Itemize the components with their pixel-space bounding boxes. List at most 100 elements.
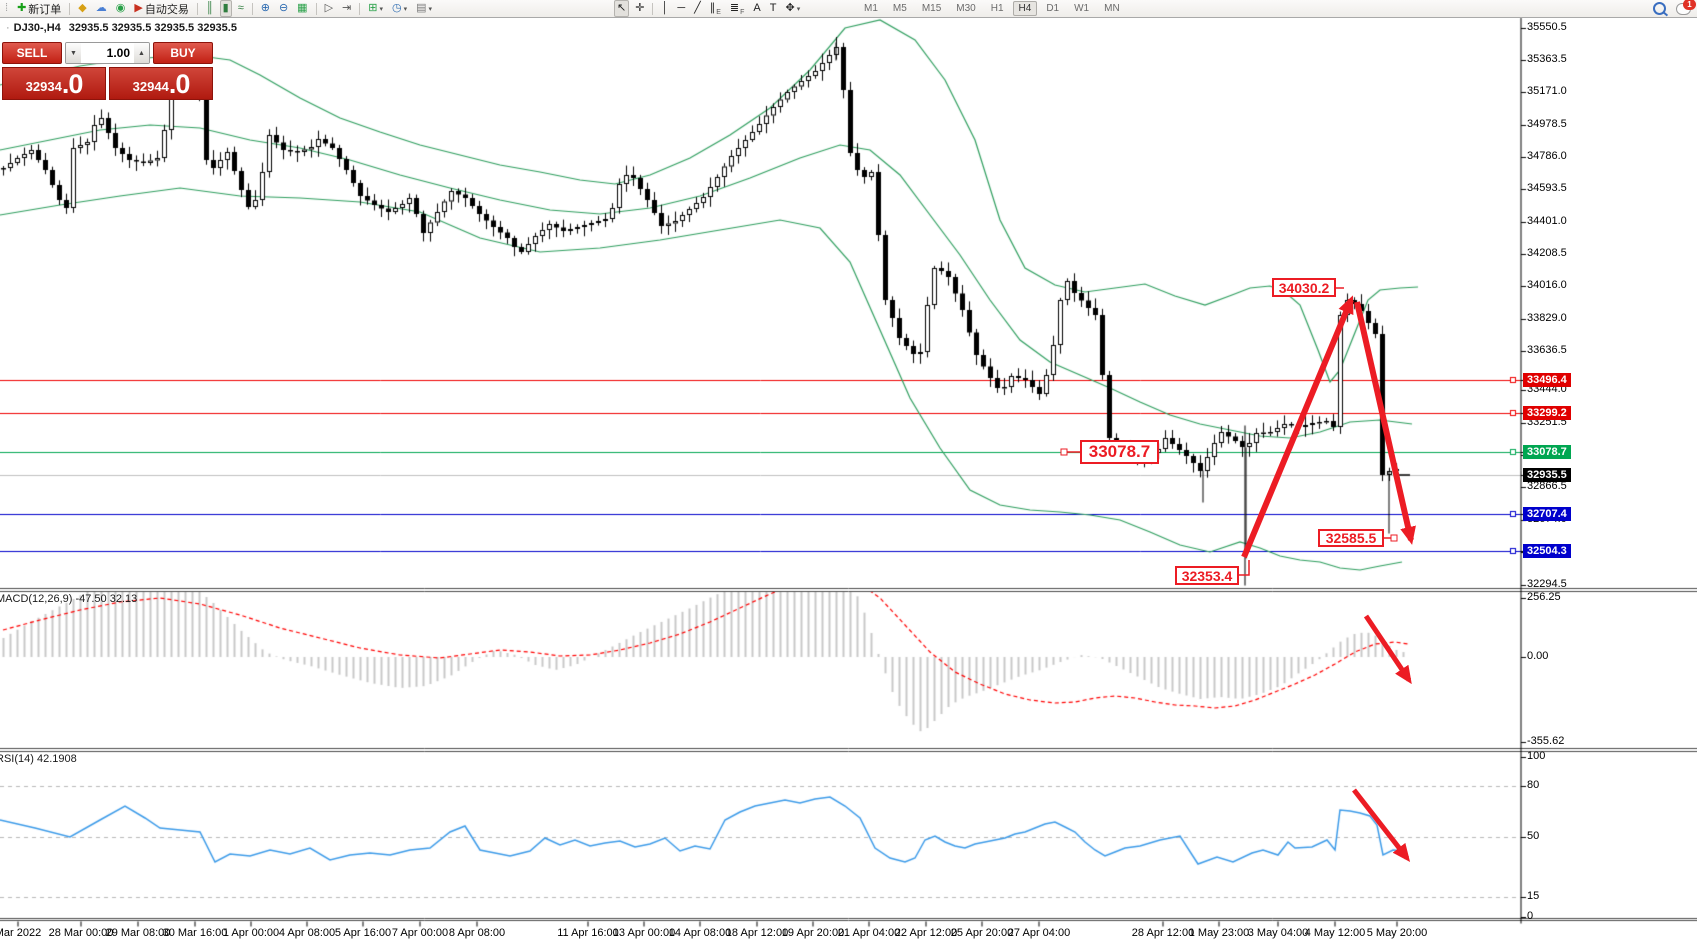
- autotrading-icon: ▶: [134, 2, 143, 14]
- price-annotation[interactable]: 32585.5: [1318, 529, 1384, 547]
- search-icon[interactable]: [1653, 2, 1666, 15]
- new-order-button[interactable]: ✚ 新订单: [14, 0, 64, 17]
- buy-price-pips: .0: [168, 69, 191, 99]
- price-tag: 32504.3: [1523, 544, 1571, 558]
- time-axis-label: 11 Apr 16:00: [557, 927, 619, 939]
- axis-tick: 34208.5: [1527, 247, 1567, 259]
- candlestick-chart-button[interactable]: ▮: [219, 0, 232, 17]
- time-axis-label: 13 Apr 00:00: [612, 927, 676, 939]
- timeframe-h4[interactable]: H4: [1012, 1, 1038, 16]
- time-axis-label: 5 Apr 16:00: [334, 927, 392, 939]
- chevron-down-icon[interactable]: ▾: [379, 5, 383, 13]
- one-click-trade-panel: SELL ▼ ▲ BUY 32934 .0 32944 .0: [2, 42, 213, 100]
- axis-tick: 0: [1527, 910, 1534, 922]
- tile-windows-icon: ▦: [297, 2, 308, 14]
- label-icon: T: [769, 2, 777, 14]
- bar-chart-button[interactable]: ║: [203, 0, 217, 17]
- tile-windows-button[interactable]: ▦: [294, 0, 310, 17]
- template-button[interactable]: ▤ ▾: [413, 0, 435, 17]
- timeframe-m1[interactable]: M1: [864, 3, 878, 14]
- axis-tick: 33829.0: [1527, 312, 1567, 324]
- autotrading-button-label: 自动交易: [144, 3, 189, 16]
- axis-tick: 32294.5: [1527, 578, 1567, 590]
- line-chart-button[interactable]: ≈: [235, 0, 247, 17]
- toolbar-separator: [652, 2, 654, 15]
- timeframe-m5[interactable]: M5: [892, 3, 907, 14]
- docking-handle-icon: ⁞: [2, 0, 11, 17]
- axis-tick: 34978.5: [1527, 118, 1567, 130]
- arrows-button[interactable]: ✥ ▾: [782, 0, 803, 17]
- text-button[interactable]: A: [750, 0, 763, 17]
- price-annotation[interactable]: 33078.7: [1080, 440, 1159, 464]
- signals-icon-icon: ◉: [115, 2, 126, 14]
- volume-input[interactable]: [81, 43, 134, 63]
- horizontal-line-icon: ─: [677, 2, 686, 14]
- timeframe-m15[interactable]: M15: [921, 3, 942, 14]
- toolbar: ⁞ ✚ 新订单 ◆ ☁ ◉ ▶ 自动交易 ║ ▮ ≈ ⊕ ⊖ ▦ ▷ ⇥ ⊞ ▾ ◷ ▾ ▤ ▾ ↖ ✛ │ ─ ╱ ∥ E ≣ F A T ✥ ▾…: [0, 0, 1697, 18]
- axis-tick: 34786.0: [1527, 150, 1567, 162]
- rsi-label: RSI(14) 42.1908: [0, 753, 77, 765]
- axis-tick: 33636.5: [1527, 344, 1567, 356]
- axis-tick: 34016.0: [1527, 279, 1567, 291]
- chart-profile-icon[interactable]: ☁: [93, 0, 110, 17]
- cursor-button[interactable]: ↖: [614, 0, 630, 17]
- price-tag: 32707.4: [1523, 507, 1571, 521]
- time-axis-label: 4 May 12:00: [1304, 927, 1366, 939]
- chart-profile-icon-icon: ☁: [95, 2, 107, 14]
- timeframe-h1[interactable]: H1: [990, 3, 1004, 14]
- toolbar-separator: [315, 2, 317, 15]
- time-axis-label: 5 May 20:00: [1366, 927, 1428, 939]
- crosshair-button[interactable]: ✛: [632, 0, 647, 17]
- signals-icon[interactable]: ◉: [113, 0, 129, 17]
- trendline-icon: ╱: [694, 2, 701, 14]
- buy-button[interactable]: BUY: [153, 42, 213, 64]
- auto-scroll-button[interactable]: ▷: [322, 0, 336, 17]
- chevron-down-icon[interactable]: ▾: [428, 5, 433, 13]
- timeframe-m30[interactable]: M30: [956, 3, 976, 14]
- vertical-line-button[interactable]: │: [658, 0, 671, 17]
- arrows-icon: ✥: [785, 2, 795, 14]
- styler-icon[interactable]: ◆: [75, 0, 89, 17]
- price-annotation[interactable]: 34030.2: [1272, 278, 1336, 297]
- chevron-down-icon[interactable]: ▾: [796, 5, 801, 13]
- horizontal-line-button[interactable]: ─: [674, 0, 688, 17]
- label-button[interactable]: T: [767, 0, 780, 17]
- timeframe-w1[interactable]: W1: [1074, 3, 1090, 14]
- equidistant-channel-button[interactable]: ∥ E: [707, 0, 724, 17]
- volume-stepper: ▼ ▲: [65, 42, 150, 64]
- chart-shift-icon: ⇥: [342, 2, 352, 14]
- add-indicator-icon: ⊞: [368, 2, 378, 14]
- timeframe-d1[interactable]: D1: [1046, 3, 1060, 14]
- sell-button[interactable]: SELL: [2, 42, 62, 64]
- bar-chart-icon: ║: [205, 2, 214, 14]
- zoom-in-button[interactable]: ⊕: [258, 0, 273, 17]
- trendline-button[interactable]: ╱: [691, 0, 704, 17]
- time-axis-label: 29 Mar 08:00: [105, 927, 171, 939]
- fibonacci-button[interactable]: ≣ F: [727, 0, 748, 17]
- price-annotation[interactable]: 32353.4: [1175, 566, 1239, 585]
- chart-shift-button[interactable]: ⇥: [339, 0, 354, 17]
- axis-tick: -355.62: [1527, 735, 1565, 747]
- volume-increase-button[interactable]: ▲: [134, 43, 149, 63]
- zoom-out-button[interactable]: ⊖: [276, 0, 291, 17]
- timeframe-mn[interactable]: MN: [1104, 3, 1120, 14]
- autotrading-button[interactable]: ▶ 自动交易: [131, 0, 191, 17]
- sell-price[interactable]: 32934 .0: [2, 67, 106, 100]
- chat-icon[interactable]: 1: [1676, 0, 1696, 15]
- sell-price-main: 32934: [25, 79, 62, 94]
- add-indicator-button[interactable]: ⊞ ▾: [365, 0, 386, 17]
- template-icon: ▤: [416, 2, 427, 14]
- period-button[interactable]: ◷ ▾: [389, 0, 410, 17]
- chevron-down-icon[interactable]: ▾: [403, 5, 408, 13]
- buy-price-main: 32944: [132, 79, 169, 94]
- axis-tick: 32866.5: [1527, 480, 1567, 492]
- buy-price[interactable]: 32944 .0: [109, 67, 213, 100]
- axis-tick: 34401.0: [1527, 215, 1567, 227]
- notification-badge: 1: [1683, 0, 1696, 10]
- volume-decrease-button[interactable]: ▼: [66, 43, 81, 63]
- sell-price-pips: .0: [61, 69, 84, 99]
- time-axis-label: 22 Apr 12:00: [894, 927, 958, 939]
- time-axis-label: 8 Apr 08:00: [448, 927, 506, 939]
